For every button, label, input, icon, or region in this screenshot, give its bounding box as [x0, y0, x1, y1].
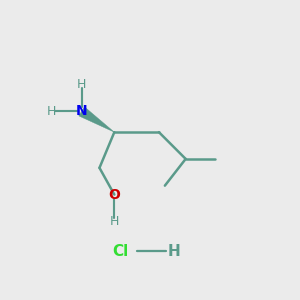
Polygon shape — [79, 107, 114, 132]
Text: Cl: Cl — [112, 244, 128, 259]
Text: O: O — [108, 188, 120, 202]
Text: H: H — [77, 78, 86, 91]
Text: H: H — [110, 215, 119, 228]
Text: N: N — [76, 104, 88, 118]
Text: H: H — [47, 105, 57, 118]
Text: H: H — [167, 244, 180, 259]
